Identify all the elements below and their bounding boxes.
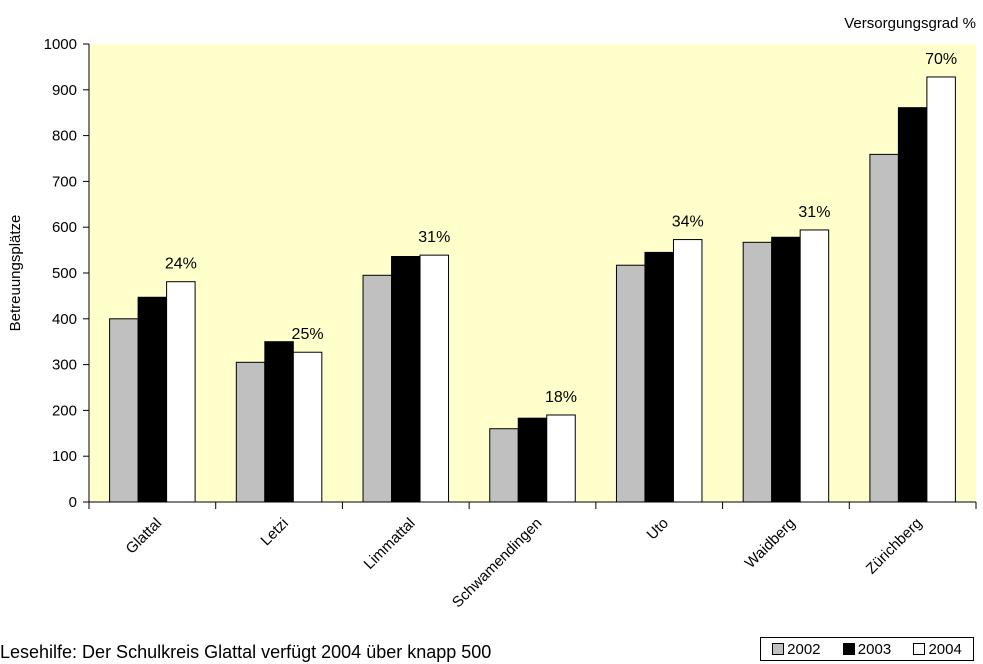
y-tick-label: 600 [52, 219, 77, 236]
x-tick-label: Schwamendingen [449, 515, 545, 611]
legend: 2002 2003 2004 [760, 637, 974, 661]
secondary-axis-label: Versorgungsgrad % [844, 15, 976, 32]
y-tick-label: 100 [52, 448, 77, 465]
bar-2003 [897, 107, 928, 503]
legend-swatch-2002 [772, 643, 785, 655]
bar-2002 [489, 428, 519, 503]
bar-2003 [264, 341, 294, 503]
bar-2004 [419, 254, 450, 503]
data-label: 34% [672, 214, 704, 231]
y-tick-label: 1000 [44, 36, 77, 53]
bar-2002 [869, 153, 899, 503]
data-label: 31% [418, 229, 450, 246]
y-tick-label: 400 [52, 311, 77, 328]
bar-2004 [799, 229, 830, 503]
data-label: 31% [798, 204, 830, 221]
legend-label-2003: 2003 [857, 640, 892, 658]
x-tick-label: Uto [644, 515, 673, 544]
y-tick-label: 0 [69, 494, 77, 511]
x-tick-label: Waidberg [742, 515, 799, 572]
x-tick-label: Glattal [123, 515, 166, 558]
y-tick-label: 800 [52, 128, 77, 145]
bars [109, 76, 956, 503]
bar-2003 [644, 251, 674, 503]
bar-2003 [137, 296, 168, 503]
bar-2002 [235, 361, 266, 503]
bar-2003 [771, 236, 801, 503]
bar-2002 [742, 241, 773, 503]
x-tick-label: Letzi [257, 515, 291, 549]
x-tick-label: Zürichberg [863, 515, 926, 578]
legend-swatch-2003 [842, 643, 855, 655]
bar-2004 [926, 76, 956, 503]
bar-2002 [362, 274, 393, 503]
bar-2002 [109, 318, 139, 503]
bar-2004 [672, 239, 703, 503]
y-tick-label: 900 [52, 82, 77, 99]
x-tick-label: Limmattal [361, 515, 419, 573]
legend-swatch-2004 [913, 643, 926, 655]
annotations: 24% 25% 31% 18% 34% 31% 70% [165, 51, 957, 406]
data-label: 18% [545, 389, 577, 406]
y-tick-label: 700 [52, 173, 77, 190]
bar-2003 [517, 417, 548, 503]
y-axis: 0 100 200 300 400 500 600 700 800 900 1000 [44, 36, 90, 511]
y-tick-label: 500 [52, 265, 77, 282]
y-axis-title: Betreuungsplätze [7, 215, 24, 332]
bar-2003 [391, 256, 421, 503]
reading-help-caption: Lesehilfe: Der Schulkreis Glattal verfüg… [0, 642, 492, 662]
bar-2004 [292, 351, 323, 503]
legend-label-2002: 2002 [787, 640, 821, 658]
bar-2004 [166, 281, 196, 503]
y-tick-label: 200 [52, 402, 77, 419]
bar-2002 [615, 264, 646, 503]
y-tick-label: 300 [52, 357, 77, 374]
legend-item-2003: 2003 [842, 640, 892, 658]
x-axis: Glattal Letzi Limmattal Schwamendingen Uto Wa… [88, 501, 977, 611]
legend-item-2004: 2004 [913, 640, 962, 658]
data-label: 70% [925, 51, 957, 68]
data-label: 24% [165, 256, 197, 273]
bar-2004 [546, 414, 576, 503]
legend-item-2002: 2002 [772, 640, 821, 658]
legend-label-2004: 2004 [928, 640, 962, 658]
data-label: 25% [292, 326, 324, 343]
